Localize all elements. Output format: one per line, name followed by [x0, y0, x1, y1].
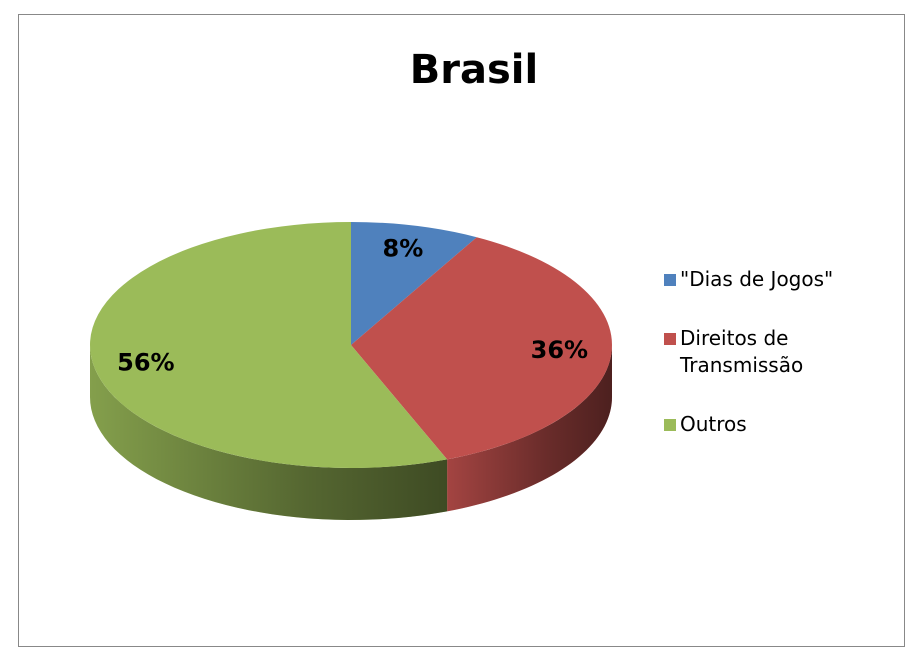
chart-title: Brasil	[410, 47, 538, 93]
legend-swatch	[664, 274, 676, 286]
legend-label: Direitos de Transmissão	[680, 326, 804, 377]
legend-label: Outros	[680, 412, 747, 436]
slice	[351, 237, 613, 460]
legend-label: "Dias de Jogos"	[680, 267, 834, 291]
legend-item: "Dias de Jogos"	[660, 266, 910, 293]
legend-item: Direitos de Transmissão	[660, 325, 910, 379]
legend: "Dias de Jogos" Direitos de Transmissão Ou…	[660, 266, 910, 470]
data-label: 8%	[383, 235, 424, 263]
legend-swatch	[664, 419, 676, 431]
data-label: 36%	[531, 336, 588, 364]
data-label: 56%	[117, 348, 174, 376]
slice	[90, 222, 448, 469]
slice-side-shade	[447, 345, 612, 512]
slice-side-shade	[90, 345, 448, 520]
legend-swatch	[664, 333, 676, 345]
legend-item: Outros	[660, 411, 910, 438]
slice	[351, 222, 477, 345]
